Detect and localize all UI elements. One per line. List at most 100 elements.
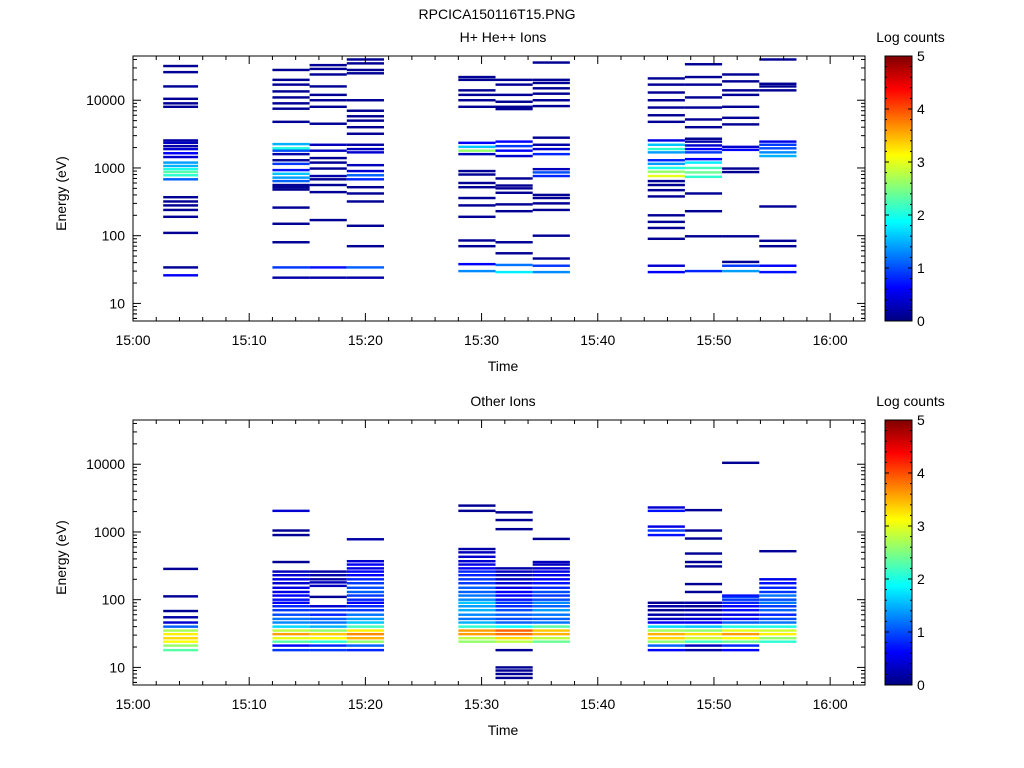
colorbar-label: Log counts [876, 393, 945, 409]
heatmap-cell [495, 672, 533, 676]
heatmap-cell [272, 625, 310, 628]
heatmap-cell [647, 625, 685, 628]
heatmap-cell [532, 563, 570, 566]
heatmap-cell [532, 152, 570, 156]
colorbar-gradient [884, 419, 913, 686]
heatmap-cell [722, 89, 760, 92]
heatmap-cell [346, 119, 384, 122]
heatmap-cell [346, 125, 384, 129]
heatmap-cell [684, 625, 723, 628]
heatmap-cell [647, 613, 685, 616]
heatmap-cell [272, 78, 310, 82]
heatmap-cell [346, 178, 384, 181]
heatmap-cell [722, 621, 760, 624]
heatmap-cell [722, 640, 760, 643]
heatmap-cell [346, 72, 384, 75]
heatmap-cell [684, 636, 723, 640]
heatmap-cell [309, 605, 347, 608]
heatmap-cell [272, 632, 310, 636]
heatmap-cell [346, 594, 384, 597]
heatmap-cell [458, 262, 496, 266]
heatmap-cell [458, 563, 496, 566]
heatmap-cell [647, 143, 685, 146]
heatmap-cell [647, 525, 685, 528]
heatmap-cell [163, 632, 199, 636]
heatmap-cells [163, 58, 797, 279]
heatmap-cell [458, 93, 496, 97]
heatmap-cell [309, 174, 347, 178]
heatmap-cell [684, 608, 723, 612]
heatmap-cell [647, 159, 685, 162]
heatmap-cell [722, 116, 760, 120]
heatmap-cells [163, 461, 797, 680]
heatmap-cell [163, 644, 199, 647]
heatmap-cell [309, 122, 347, 125]
heatmap-cell [309, 581, 347, 584]
heatmap-cell [309, 190, 347, 194]
heatmap-cell [458, 570, 496, 573]
heatmap-cell [163, 139, 199, 142]
heatmap-cell [272, 241, 310, 244]
heatmap-cell [163, 648, 199, 652]
heatmap-cell [272, 96, 310, 99]
heatmap-cell [346, 613, 384, 616]
heatmap-cell [346, 559, 384, 563]
heatmap-cell [458, 169, 496, 173]
heatmap-cell [647, 601, 685, 605]
heatmap-cell [759, 608, 797, 612]
heatmap-cell [647, 77, 685, 80]
heatmap-cell [346, 644, 384, 647]
heatmap-cell [272, 107, 310, 110]
heatmap-cell [647, 151, 685, 154]
heatmap-cell [722, 73, 760, 76]
heatmap-cell [163, 629, 199, 632]
heatmap-cell [532, 582, 570, 585]
heatmap-cell [532, 264, 570, 267]
heatmap-cell [458, 215, 496, 219]
heatmap-cell [722, 264, 760, 267]
heatmap-cell [309, 149, 347, 152]
heatmap-cell [684, 157, 723, 161]
heatmap-cell [346, 578, 384, 581]
heatmap-cell [684, 621, 723, 624]
heatmap-cell [684, 83, 723, 86]
heatmap-cell [272, 598, 310, 601]
heatmap-cell [684, 529, 723, 532]
heatmap-cell [163, 567, 199, 571]
heatmap-cell [532, 171, 570, 174]
heatmap-cell [532, 147, 570, 151]
heatmap-cell [684, 605, 723, 608]
heatmap-cell [722, 235, 760, 238]
heatmap-cell [759, 625, 797, 628]
heatmap-cell [684, 151, 723, 154]
heatmap-cell [495, 640, 533, 643]
heatmap-cell [163, 595, 199, 598]
heatmap-cell [163, 274, 199, 277]
x-tick-label: 15:30 [464, 696, 499, 712]
heatmap-cell [272, 629, 310, 632]
x-tick-label: 15:40 [580, 332, 615, 348]
heatmap-cell [684, 140, 723, 143]
heatmap-cell [309, 613, 347, 616]
heatmap-cell [532, 629, 570, 632]
y-tick-label: 100 [102, 228, 126, 244]
heatmap-cell [647, 648, 685, 652]
heatmap-cell [272, 222, 310, 225]
heatmap-cell [346, 605, 384, 608]
heatmap-cell [163, 636, 199, 640]
heatmap-cell [163, 204, 199, 207]
heatmap-cell [458, 99, 496, 102]
heatmap-cell [684, 632, 723, 636]
heatmap-cell [495, 567, 533, 570]
heatmap-cell [458, 152, 496, 156]
heatmap-cell [458, 605, 496, 608]
x-axis-label: Time [488, 358, 519, 374]
heatmap-cell [722, 123, 760, 126]
heatmap-cell [272, 601, 310, 605]
heatmap-cell [458, 78, 496, 82]
colorbar: 0 1 2 3 4 5 Log counts [876, 393, 945, 693]
heatmap-cell [647, 106, 685, 109]
heatmap-cell [647, 629, 685, 632]
heatmap-cell [684, 75, 723, 79]
heatmap-cell [163, 105, 199, 109]
